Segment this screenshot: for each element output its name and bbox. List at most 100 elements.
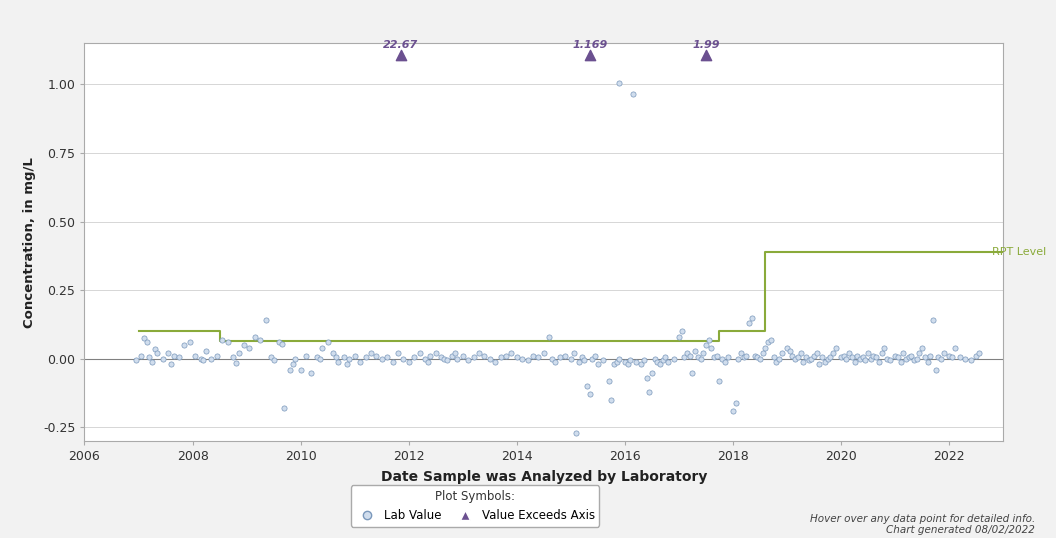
Point [346,352,363,360]
Point [781,346,798,355]
Point [171,353,188,362]
Point [825,349,842,358]
Text: 1.169: 1.169 [572,40,607,50]
Point [778,343,795,352]
Point [846,357,863,366]
Point [138,338,155,346]
Point [319,338,336,346]
Point [581,390,598,399]
Text: 1.99: 1.99 [693,40,720,50]
Point [913,343,930,352]
Point [341,355,358,363]
Point [327,353,344,362]
Point [487,357,504,366]
Point [133,352,150,360]
Point [709,352,725,360]
Point [257,316,274,324]
Point [849,352,866,360]
Point [714,355,731,363]
Point [665,355,682,363]
Point [497,352,514,360]
Point [251,335,268,344]
Point [570,357,587,366]
Point [747,352,763,360]
Point [648,357,665,366]
Point [352,357,369,366]
Point [551,353,568,362]
Point [646,355,663,363]
Point [703,343,720,352]
Point [671,332,687,341]
Point [643,368,660,377]
Point [281,365,298,374]
Point [568,429,585,437]
Point [898,355,914,363]
Legend: Lab Value, Value Exceeds Axis: Lab Value, Value Exceeds Axis [351,485,600,527]
Point [373,355,390,363]
Point [422,352,439,360]
Point [379,353,396,362]
Point [541,332,558,341]
Point [576,356,592,364]
Point [298,352,315,360]
Point [784,352,800,360]
Point [611,355,628,363]
Point [686,346,703,355]
Point [147,345,164,353]
Point [690,353,706,362]
Point [957,355,974,363]
Point [875,343,892,352]
Point [293,365,309,374]
Point [851,355,868,363]
Point [503,349,520,358]
Point [530,353,547,362]
Point [544,355,561,363]
Point [887,352,904,360]
Point [546,357,563,366]
Point [889,353,906,362]
Point [674,327,691,336]
Point [822,353,838,362]
Point [660,357,677,366]
Point [367,352,384,360]
Point [176,341,193,349]
Point [225,353,242,362]
Point [684,368,701,377]
Point [733,349,750,358]
Point [860,349,876,358]
Point [792,349,809,358]
Point [679,349,696,358]
Point [811,360,828,369]
Point [894,349,911,358]
Point [803,355,819,363]
Point [740,319,757,328]
Text: 22.67: 22.67 [383,40,418,50]
Point [795,357,812,366]
Point [838,355,855,363]
Point [336,353,353,362]
Point [627,357,644,366]
Point [951,353,968,362]
Point [617,357,634,366]
Point [235,341,252,349]
Point [600,377,617,385]
Point [624,89,641,98]
Point [303,368,320,377]
Point [581,50,598,59]
Point [652,360,668,369]
Point [787,355,804,363]
Point [465,353,482,362]
Point [759,338,776,346]
Point [967,352,984,360]
Point [154,355,171,363]
Point [187,352,204,360]
Point [908,355,925,363]
Point [197,346,214,355]
Point [362,349,379,358]
Point [606,360,623,369]
Point [595,356,611,364]
Point [192,355,209,363]
Point [265,356,282,364]
Point [943,353,960,362]
Point [641,387,658,396]
